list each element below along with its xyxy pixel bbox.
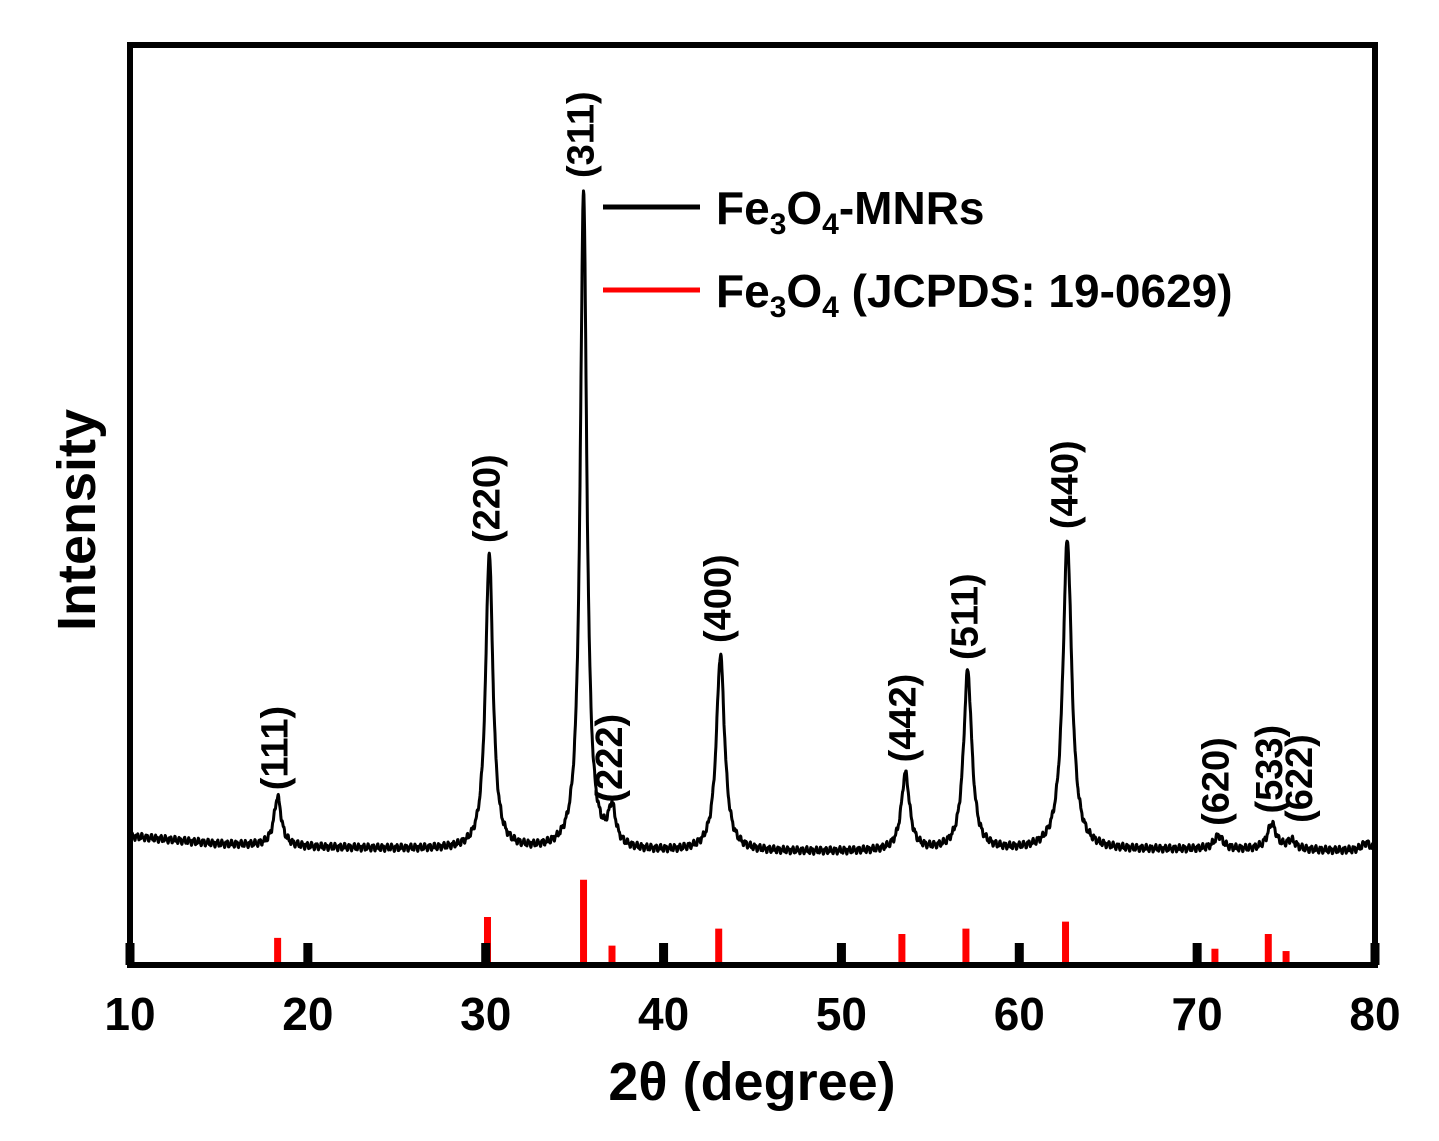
peak-annotations: (111) (220) (311) (222) (400) (442) (511) (440)… xyxy=(255,91,1321,826)
x-axis-title: 2θ (degree) xyxy=(608,1052,895,1112)
x-tick-label-10: 10 xyxy=(104,988,155,1040)
x-tick-label-80: 80 xyxy=(1349,988,1400,1040)
plot-frame xyxy=(127,42,1378,968)
peak-label-3: (222) xyxy=(589,714,631,803)
peak-label-2: (311) xyxy=(561,91,603,178)
x-tick-label-20: 20 xyxy=(282,988,333,1040)
x-tick-label-40: 40 xyxy=(638,988,689,1040)
series-line-fe3o4-mnrs xyxy=(128,189,1377,856)
x-axis-tick-labels: 10 20 30 40 50 60 70 80 xyxy=(104,988,1400,1040)
peak-label-6: (511) xyxy=(945,573,987,660)
legend-label-fe3o4-jcpds: Fe3O4 (JCPDS: 19-0629) xyxy=(716,265,1233,324)
x-tick-label-60: 60 xyxy=(994,988,1045,1040)
peak-label-7: (440) xyxy=(1044,440,1086,529)
peak-label-8: (620) xyxy=(1196,737,1238,826)
x-tick-label-70: 70 xyxy=(1172,988,1223,1040)
peak-label-0: (111) xyxy=(255,706,297,791)
reference-sticks xyxy=(274,879,1290,965)
peak-label-5: (442) xyxy=(883,674,925,763)
y-axis-title: Intensity xyxy=(47,409,107,631)
peak-label-1: (220) xyxy=(466,454,508,543)
peak-label-4: (400) xyxy=(698,554,740,643)
legend: Fe3O4-MNRs Fe3O4 (JCPDS: 19-0629) xyxy=(603,182,1233,324)
x-tick-label-50: 50 xyxy=(816,988,867,1040)
peak-label-9: (533) xyxy=(1249,725,1291,814)
x-axis-ticks xyxy=(125,943,1380,965)
x-tick-label-30: 30 xyxy=(460,988,511,1040)
peak-label-10: (622) xyxy=(1279,734,1321,823)
legend-label-fe3o4-mnrs: Fe3O4-MNRs xyxy=(716,182,985,241)
